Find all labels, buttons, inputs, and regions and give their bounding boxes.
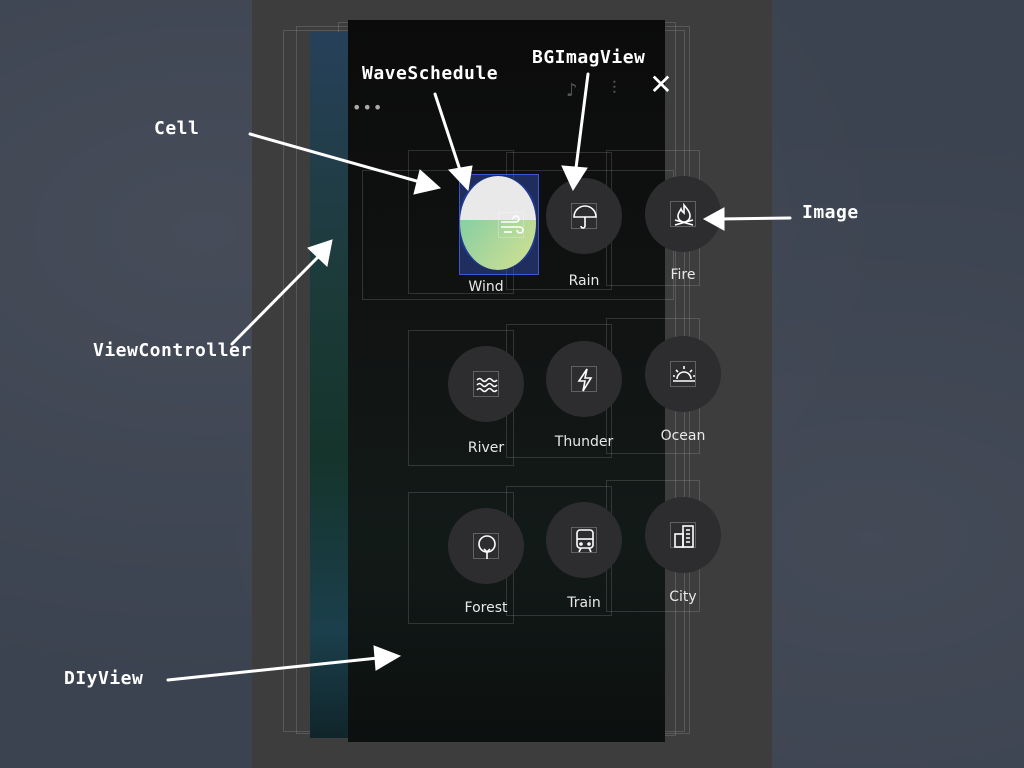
sound-button-thunder[interactable] (546, 341, 622, 417)
sound-label-forest: Forest (464, 600, 508, 616)
sound-button-river[interactable] (448, 346, 524, 422)
bg-image-view-arrow (574, 72, 590, 170)
waves-icon (473, 371, 499, 397)
umbrella-icon (571, 203, 597, 229)
sound-button-forest[interactable] (448, 508, 524, 584)
annotation-wave-schedule: WaveSchedule (362, 63, 499, 84)
annotation-bg-image-view: BGImagView (532, 47, 646, 68)
annotation-image: Image (802, 202, 859, 223)
train-icon (571, 527, 597, 553)
building-icon (670, 522, 696, 548)
sound-button-city[interactable] (645, 497, 721, 573)
image-arrowhead (702, 207, 725, 231)
fire-icon (670, 201, 696, 227)
wave-schedule-arrow (433, 92, 462, 172)
wind-cell-wave-fill[interactable] (460, 176, 536, 270)
image-arrow (716, 216, 792, 221)
wind-icon (498, 212, 524, 238)
tree-icon (473, 533, 499, 559)
sound-label-fire: Fire (670, 267, 696, 283)
bg-image-view-arrowhead (561, 165, 588, 192)
annotation-view-controller: ViewController (93, 340, 252, 361)
sound-label-city: City (669, 589, 697, 605)
close-button[interactable]: ✕ (649, 68, 673, 101)
sound-label-wind: Wind (468, 279, 504, 295)
sound-button-fire[interactable] (645, 176, 721, 252)
view-controller-arrowhead (307, 239, 333, 267)
annotation-cell: Cell (154, 118, 200, 139)
more-dots-icon: ••• (352, 98, 384, 117)
sound-label-thunder: Thunder (554, 434, 614, 450)
sound-label-river: River (467, 440, 505, 456)
sunset-icon (670, 361, 696, 387)
sound-button-train[interactable] (546, 502, 622, 578)
diy-view-arrowhead (373, 645, 402, 671)
sound-button-ocean[interactable] (645, 336, 721, 412)
music-note-icon: ♪ (566, 80, 578, 101)
cell-arrow (248, 132, 422, 184)
diy-view-arrow (166, 656, 380, 682)
sound-label-train: Train (567, 595, 601, 611)
cell-arrowhead (413, 169, 442, 195)
sound-label-ocean: Ocean (660, 428, 706, 444)
sound-button-rain[interactable] (546, 178, 622, 254)
annotation-diy-view: DIyView (64, 668, 144, 689)
wave-schedule-arrowhead (447, 165, 473, 192)
lightning-icon (571, 366, 597, 392)
sliders-icon: ⫶ (612, 78, 617, 99)
view-controller-arrow (230, 253, 322, 346)
sound-label-rain: Rain (568, 273, 600, 289)
